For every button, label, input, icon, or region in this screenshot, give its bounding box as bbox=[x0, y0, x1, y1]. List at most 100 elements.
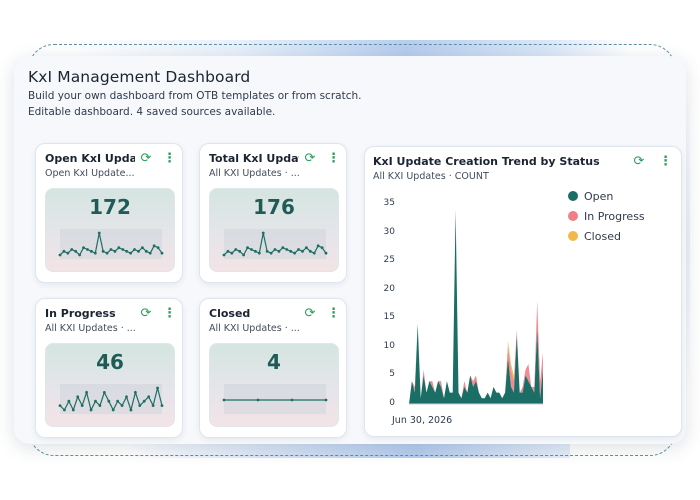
sparkline-point bbox=[116, 399, 120, 403]
sparkline-point bbox=[261, 231, 265, 235]
y-tick-label: 0 bbox=[389, 398, 395, 408]
sparkline-point bbox=[324, 251, 328, 255]
sparkline-point bbox=[151, 404, 155, 407]
sparkline-point bbox=[93, 251, 97, 255]
sparkline-point bbox=[269, 251, 273, 255]
kpi-value: 176 bbox=[253, 195, 295, 219]
kpi-value: 4 bbox=[267, 350, 281, 374]
trend-chart-card[interactable]: KxI Update Creation Trend by Status All … bbox=[364, 146, 682, 437]
sparkline-point bbox=[234, 248, 238, 251]
sparkline-point bbox=[246, 246, 249, 250]
kpi-card-in-progress[interactable]: In Progress All KXI Updates · ... ⟳ ⋮ 46 bbox=[35, 298, 183, 438]
legend-swatch-open bbox=[568, 191, 578, 201]
sparkline-point bbox=[281, 246, 285, 250]
chart-subtitle: All KXI Updates · COUNT bbox=[373, 171, 489, 182]
sparkline-point bbox=[133, 391, 137, 394]
sparkline-point bbox=[222, 398, 226, 402]
legend-item-open[interactable]: Open bbox=[568, 190, 613, 203]
kpi-card-total[interactable]: Total KxI Updat... All KXI Updates · ...… bbox=[199, 143, 347, 283]
kebab-menu-icon[interactable]: ⋮ bbox=[659, 154, 672, 169]
kpi-card-open[interactable]: Open KxI Upda... Open KxI Update... ⟳ ⋮ … bbox=[35, 143, 183, 283]
kpi-tile: 46 bbox=[45, 343, 175, 427]
sparkline-point bbox=[316, 244, 320, 248]
sparkline-point bbox=[78, 253, 82, 257]
refresh-icon[interactable]: ⟳ bbox=[304, 306, 316, 321]
sparkline-point bbox=[113, 249, 117, 253]
sparkline-point bbox=[67, 399, 71, 403]
kebab-menu-icon[interactable]: ⋮ bbox=[327, 151, 340, 166]
sparkline-point bbox=[80, 404, 84, 407]
sparkline-point bbox=[285, 248, 289, 251]
sparkline-point bbox=[273, 248, 277, 251]
sparkline-point bbox=[308, 249, 312, 253]
sparkline-point bbox=[125, 395, 128, 399]
legend-item-in-progress[interactable]: In Progress bbox=[568, 210, 645, 223]
sparkline-point bbox=[250, 248, 253, 251]
sparkline-point bbox=[290, 398, 294, 402]
sparkline-point bbox=[89, 408, 93, 412]
sparkline bbox=[58, 229, 164, 259]
sparkline-band bbox=[224, 384, 326, 414]
y-tick-label: 35 bbox=[383, 198, 395, 208]
chart-title: KxI Update Creation Trend by Status bbox=[373, 155, 600, 168]
sparkline-point bbox=[89, 249, 93, 253]
sparkline-point bbox=[324, 398, 328, 402]
sparkline-point bbox=[312, 251, 316, 255]
sparkline-point bbox=[58, 253, 62, 257]
sparkline-point bbox=[277, 249, 281, 253]
sparkline-point bbox=[125, 249, 129, 253]
card-subtitle: Open KxI Update... bbox=[45, 168, 135, 179]
sparkline-point bbox=[148, 251, 152, 255]
kpi-tile: 4 bbox=[209, 343, 339, 427]
sparkline-point bbox=[156, 246, 160, 250]
sparkline-point bbox=[101, 249, 105, 253]
sparkline-point bbox=[152, 244, 156, 248]
sparkline-band bbox=[60, 229, 162, 259]
refresh-icon[interactable]: ⟳ bbox=[633, 154, 645, 169]
sparkline-point bbox=[98, 404, 102, 407]
card-subtitle: All KXI Updates · ... bbox=[209, 168, 300, 179]
sparkline-point bbox=[156, 386, 159, 390]
refresh-icon[interactable]: ⟳ bbox=[304, 151, 316, 166]
page-subtitle-secondary: Editable dashboard. 4 saved sources avai… bbox=[28, 106, 276, 118]
sparkline-point bbox=[76, 395, 80, 399]
sparkline-point bbox=[63, 408, 66, 412]
sparkline-point bbox=[97, 231, 101, 235]
kebab-menu-icon[interactable]: ⋮ bbox=[327, 306, 340, 321]
sparkline-point bbox=[265, 249, 269, 253]
legend-swatch-in-progress bbox=[568, 211, 578, 221]
page-subtitle: Build your own dashboard from OTB templa… bbox=[28, 90, 362, 102]
sparkline-point bbox=[138, 404, 142, 407]
sparkline-point bbox=[222, 253, 226, 257]
refresh-icon[interactable]: ⟳ bbox=[140, 306, 152, 321]
sparkline-point bbox=[242, 253, 246, 257]
legend-label-open: Open bbox=[584, 190, 614, 203]
kebab-menu-icon[interactable]: ⋮ bbox=[163, 151, 176, 166]
card-title: Closed bbox=[209, 307, 251, 320]
sparkline-point bbox=[129, 251, 133, 255]
sparkline-point bbox=[58, 404, 62, 407]
refresh-icon[interactable]: ⟳ bbox=[140, 151, 152, 166]
kebab-menu-icon[interactable]: ⋮ bbox=[163, 306, 176, 321]
sparkline-point bbox=[256, 398, 260, 402]
sparkline-point bbox=[111, 408, 115, 412]
sparkline-point bbox=[121, 248, 125, 251]
legend-item-closed[interactable]: Closed bbox=[568, 230, 621, 243]
sparkline-point bbox=[133, 248, 136, 251]
sparkline-point bbox=[238, 249, 242, 253]
y-tick-label: 15 bbox=[383, 312, 395, 323]
kpi-card-closed[interactable]: Closed All KXI Updates · ... ⟳ ⋮ 4 bbox=[199, 298, 347, 438]
series-area-in-progress bbox=[409, 209, 543, 404]
card-title: In Progress bbox=[45, 307, 116, 320]
card-subtitle: All KXI Updates · ... bbox=[45, 323, 136, 334]
sparkline bbox=[222, 229, 328, 259]
kpi-tile: 176 bbox=[209, 188, 339, 272]
sparkline-point bbox=[109, 248, 113, 251]
sparkline-point bbox=[297, 248, 300, 251]
legend-label-in-progress: In Progress bbox=[584, 210, 645, 223]
card-title: Total KxI Updat... bbox=[209, 152, 299, 165]
sparkline-point bbox=[301, 249, 304, 253]
sparkline-point bbox=[62, 249, 66, 253]
sparkline-point bbox=[71, 408, 75, 412]
kpi-value: 172 bbox=[89, 195, 131, 219]
